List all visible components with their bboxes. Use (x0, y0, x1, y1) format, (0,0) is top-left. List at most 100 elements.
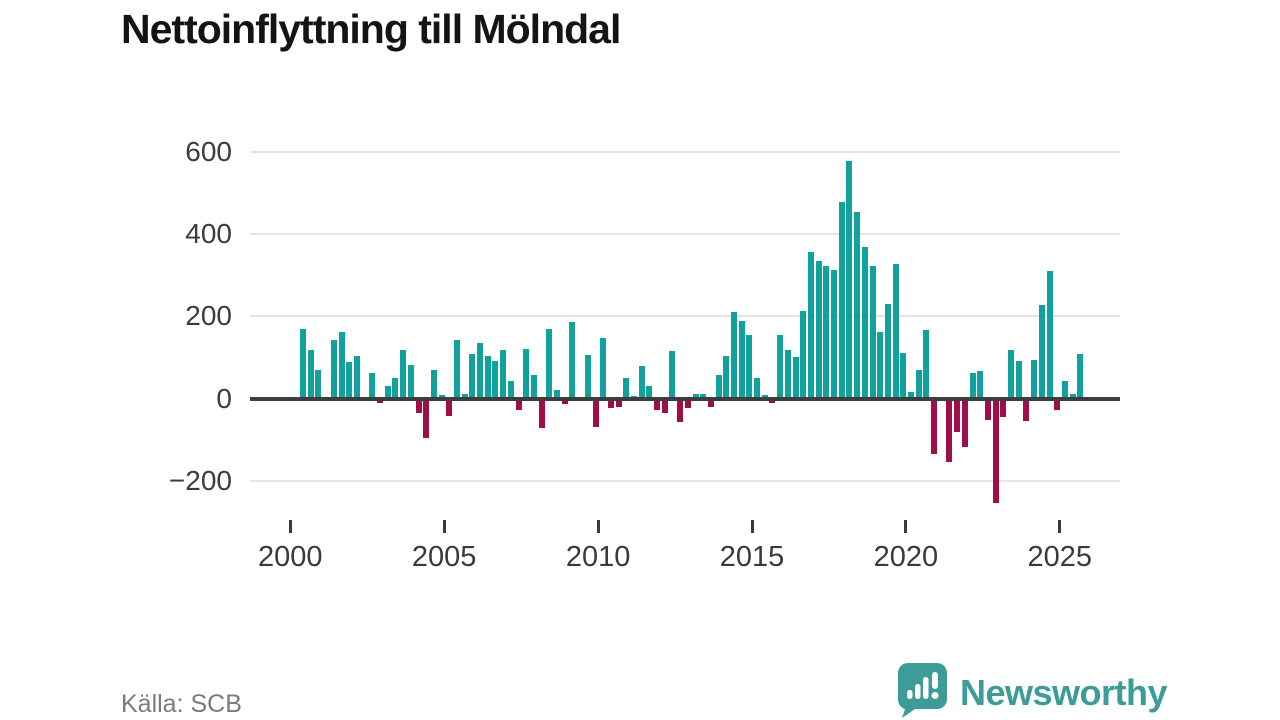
bar-2004-Q3 (430, 369, 437, 399)
bar-2016-Q2 (792, 357, 799, 399)
bar-2011-Q2 (638, 366, 645, 399)
bar-2007-Q1 (507, 381, 514, 399)
bar-2002-Q4 (377, 398, 384, 403)
bar-2023-Q2 (1008, 349, 1015, 399)
bar-2004-Q1 (415, 398, 422, 413)
bar-2010-Q3 (615, 398, 622, 407)
bar-2011-Q3 (646, 386, 653, 399)
bar-2008-Q2 (546, 328, 553, 399)
x-axis-label-2000: 2000 (258, 541, 323, 573)
bar-2008-Q4 (561, 398, 568, 405)
bar-2016-Q3 (800, 310, 807, 399)
bar-2022-Q1 (969, 373, 976, 399)
bar-2012-Q1 (661, 398, 668, 413)
bar-2008-Q1 (538, 398, 545, 428)
gridline-y-600 (250, 150, 1120, 153)
bar-2022-Q3 (984, 398, 991, 420)
bar-2025-Q2 (1069, 393, 1076, 399)
bar-2014-Q3 (738, 321, 745, 399)
bar-2023-Q4 (1023, 398, 1030, 422)
bar-2015-Q1 (754, 377, 761, 399)
zero-axis-line (250, 396, 1120, 401)
x-axis-tick-2015 (750, 520, 754, 533)
bar-2017-Q2 (823, 266, 830, 399)
bar-2009-Q1 (569, 321, 576, 399)
bar-2019-Q2 (884, 303, 891, 399)
bar-2006-Q3 (492, 361, 499, 399)
bar-2000-Q4 (315, 369, 322, 399)
bar-2017-Q4 (838, 202, 845, 399)
bar-2024-Q3 (1046, 271, 1053, 399)
bar-2016-Q1 (784, 350, 791, 399)
bar-2014-Q1 (723, 356, 730, 399)
bar-2014-Q4 (746, 335, 753, 399)
bar-2005-Q3 (461, 393, 468, 399)
y-axis-label--200: −200 (168, 464, 232, 496)
bar-2024-Q1 (1031, 360, 1038, 399)
bar-2025-Q3 (1077, 353, 1084, 399)
bar-2024-Q2 (1038, 304, 1045, 399)
x-axis-tick-2005 (442, 520, 446, 533)
bar-2013-Q3 (707, 398, 714, 407)
bar-2008-Q3 (554, 390, 561, 399)
bar-2023-Q1 (1000, 398, 1007, 418)
bar-2011-Q4 (654, 398, 661, 411)
x-axis-tick-2025 (1058, 520, 1062, 533)
bar-2002-Q3 (369, 372, 376, 399)
bar-2010-Q4 (623, 377, 630, 399)
x-axis-tick-2020 (904, 520, 908, 533)
bar-2022-Q4 (992, 398, 999, 504)
bar-2012-Q2 (669, 350, 676, 399)
bar-2012-Q3 (677, 398, 684, 422)
x-axis-tick-2010 (596, 520, 600, 533)
y-axis-label-600: 600 (185, 135, 232, 167)
x-axis-label-2020: 2020 (873, 541, 939, 573)
x-axis-label-2025: 2025 (1027, 541, 1093, 573)
y-axis-label-0: 0 (216, 382, 232, 414)
bar-2020-Q4 (931, 398, 938, 455)
bar-2001-Q2 (330, 339, 337, 399)
newsworthy-wordmark: Newsworthy (960, 671, 1168, 713)
bar-2009-Q4 (592, 398, 599, 427)
x-axis-label-2015: 2015 (719, 541, 785, 573)
bar-2003-Q4 (407, 365, 414, 399)
bar-2018-Q2 (854, 211, 861, 399)
bar-2019-Q4 (900, 353, 907, 399)
gridline-y-200 (250, 315, 1120, 318)
bar-2023-Q3 (1015, 361, 1022, 399)
bar-2004-Q2 (423, 398, 430, 438)
bar-2006-Q1 (477, 342, 484, 399)
bar-2018-Q1 (846, 160, 853, 399)
y-axis-label-200: 200 (185, 300, 232, 332)
bar-2022-Q2 (977, 370, 984, 399)
bar-2000-Q3 (307, 350, 314, 399)
bar-2003-Q3 (400, 350, 407, 399)
bar-2003-Q1 (384, 386, 391, 399)
bar-2005-Q4 (469, 354, 476, 399)
y-axis-label-400: 400 (185, 217, 232, 249)
bar-2021-Q3 (954, 398, 961, 432)
bar-2015-Q4 (777, 335, 784, 399)
bar-2007-Q4 (530, 375, 537, 399)
gridline-y-400 (250, 232, 1120, 235)
newsworthy-logo[interactable]: Newsworthy (896, 662, 1168, 720)
bar-2021-Q2 (946, 398, 953, 463)
bar-2020-Q3 (923, 330, 930, 399)
bar-2006-Q4 (500, 349, 507, 399)
bar-2006-Q2 (484, 356, 491, 399)
bar-2010-Q1 (600, 337, 607, 399)
source-label: Källa: SCB (121, 690, 242, 718)
bar-2020-Q1 (908, 392, 914, 399)
bar-2005-Q1 (446, 398, 453, 417)
bar-2017-Q1 (815, 260, 822, 399)
bar-2001-Q4 (346, 361, 353, 399)
bar-2019-Q3 (892, 264, 899, 399)
bar-2001-Q3 (338, 331, 345, 399)
bar-2018-Q3 (861, 247, 868, 399)
bar-2017-Q3 (831, 269, 838, 399)
bar-2014-Q2 (731, 312, 737, 399)
bar-2013-Q1 (692, 393, 699, 399)
bar-2021-Q4 (961, 398, 968, 448)
